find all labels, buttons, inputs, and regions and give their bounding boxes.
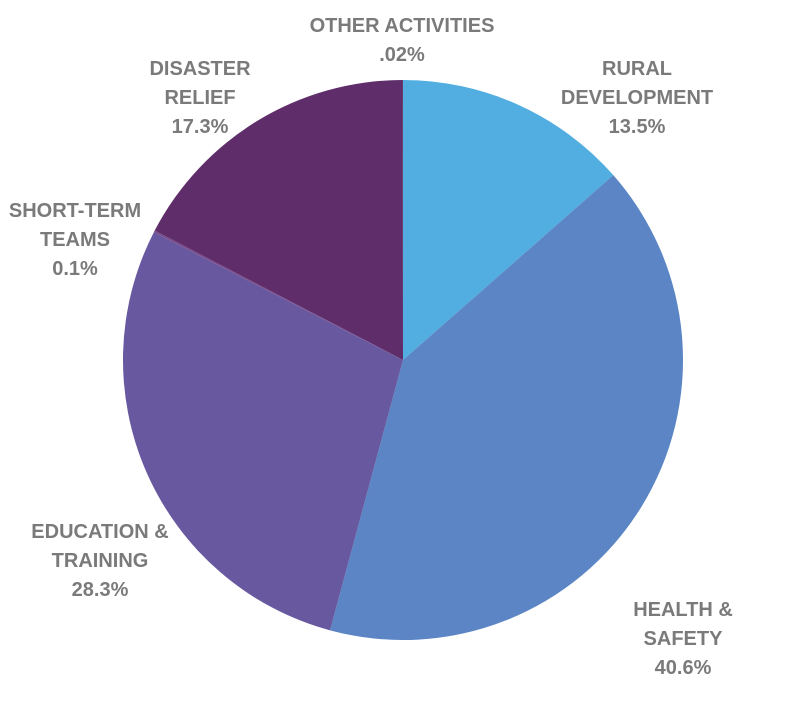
value-label: 40.6% [654, 657, 712, 679]
slice-label: OTHER ACTIVITIES .02% [272, 12, 532, 70]
value-label: 17.3% [171, 116, 229, 138]
value-label: 13.5% [608, 116, 666, 138]
value-label: .02% [379, 44, 425, 66]
pie-slice [154, 80, 403, 361]
slice-label: RURAL DEVELOPMENT 13.5% [507, 55, 767, 142]
value-label: 0.1% [52, 258, 98, 280]
pie-slice [123, 232, 403, 631]
slice-label: HEALTH & SAFETY 40.6% [553, 596, 806, 683]
pie-slice [403, 80, 614, 360]
pie-slice [330, 175, 684, 640]
slice-label: EDUCATION & TRAINING 28.3% [0, 518, 230, 605]
category-label: DISASTER RELIEF [149, 58, 251, 109]
category-label: RURAL DEVELOPMENT [560, 58, 714, 109]
value-label: 28.3% [71, 579, 129, 601]
category-label: HEALTH & SAFETY [633, 599, 733, 650]
slice-label: SHORT-TERM TEAMS 0.1% [0, 197, 205, 284]
category-label: SHORT-TERM TEAMS [8, 200, 142, 251]
slice-label: DISASTER RELIEF 17.3% [70, 55, 330, 142]
pie-slice [153, 230, 403, 360]
category-label: OTHER ACTIVITIES [309, 15, 495, 37]
category-label: EDUCATION & TRAINING [31, 521, 169, 572]
